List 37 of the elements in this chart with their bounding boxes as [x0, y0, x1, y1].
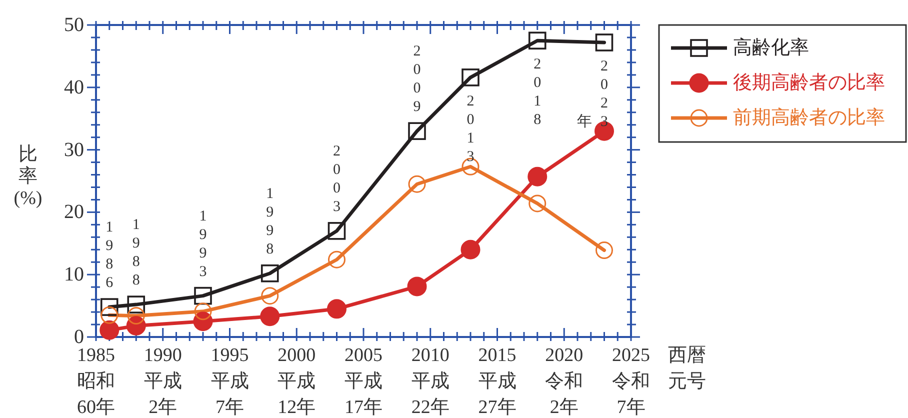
- y-tick-label: 0: [74, 326, 84, 348]
- y-tick-label: 40: [64, 76, 84, 98]
- text: 平成2年: [144, 371, 182, 418]
- text: 昭和60年: [77, 371, 115, 418]
- y-tick-label: 50: [64, 14, 84, 36]
- x-tick-label: 2005: [344, 345, 382, 366]
- annotation: 年: [576, 112, 592, 130]
- x-tick-label: 2000: [278, 345, 316, 366]
- text: 令和2年: [545, 371, 584, 418]
- text: 平成12年: [278, 371, 316, 418]
- text: 平成27年: [478, 371, 516, 418]
- x-tick-label: 1995: [210, 345, 249, 366]
- x-tick-label: 2015: [478, 345, 516, 366]
- annotation: 2009: [413, 44, 421, 116]
- x-tick-label: 1990: [144, 345, 182, 366]
- legend-label: 後期高齢者の比率: [733, 72, 885, 94]
- legend-label: 前期高齢者の比率: [733, 106, 885, 128]
- x-tick-label: 2025: [612, 345, 650, 366]
- annotation: 1998: [266, 186, 274, 258]
- y-tick-label: 10: [64, 264, 84, 286]
- y-tick-label: 30: [64, 138, 84, 161]
- y-axis-title: 比率(%): [14, 144, 42, 209]
- text: 平成17年: [344, 371, 382, 418]
- x-axis-title: 西暦元号: [668, 345, 706, 392]
- text: 令和7年: [612, 371, 650, 418]
- text: 平成22年: [411, 371, 450, 418]
- annotation: 1986: [106, 220, 114, 292]
- x-tick-label: 2020: [545, 345, 584, 366]
- legend-label: 高齢化率: [733, 36, 809, 58]
- y-tick-label: 20: [64, 201, 84, 224]
- text: 平成7年: [210, 371, 249, 418]
- annotation: 1993: [199, 208, 207, 280]
- x-tick-label: 1985: [77, 345, 115, 366]
- annotation: 2018: [534, 56, 542, 128]
- annotation: 2003: [333, 143, 340, 215]
- x-tick-label: 2010: [411, 345, 450, 366]
- annotation: 1988: [132, 217, 140, 289]
